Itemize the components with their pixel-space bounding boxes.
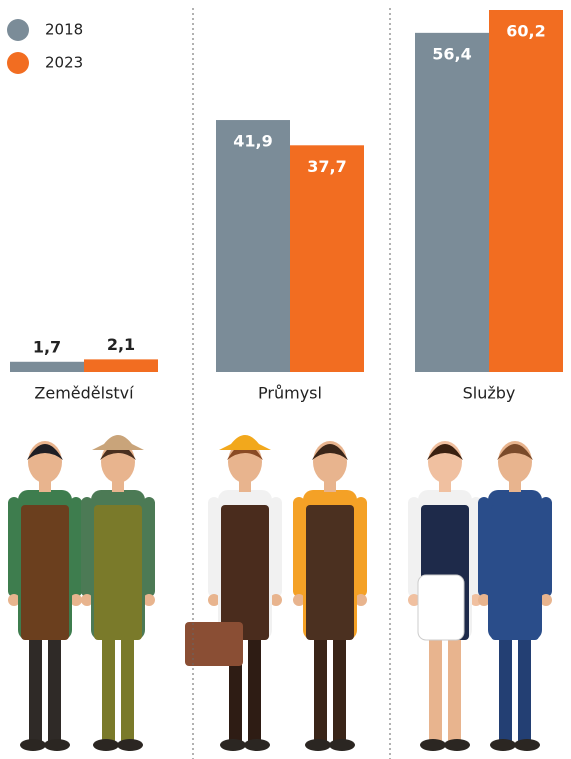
outfit [221,505,269,640]
hand [478,594,490,606]
value-label: 41,9 [233,132,272,151]
outfit [94,505,142,640]
shoe [490,739,516,751]
leg [429,630,442,742]
shoe [514,739,540,751]
shoe [93,739,119,751]
shoe [244,739,270,751]
leg [448,630,461,742]
value-label: 37,7 [307,157,346,176]
outfit [306,505,354,640]
leg [48,630,61,742]
leg [29,630,42,742]
leg [333,630,346,742]
leg [102,630,115,742]
arm [208,497,220,597]
shoe [20,739,46,751]
arm [81,497,93,597]
x-tick-label: Průmysl [258,384,322,403]
bar [10,361,84,372]
arm [408,497,420,597]
shoe [220,739,246,751]
illustrations [8,435,552,751]
hat [92,435,144,450]
hand [270,594,282,606]
leg [314,630,327,742]
arm [355,497,367,597]
hand [208,594,220,606]
bar [216,120,290,373]
hair [497,444,533,460]
arm [478,497,490,597]
hand [293,594,305,606]
legend-swatch [7,19,29,41]
hand [408,594,420,606]
value-label: 2,1 [107,335,135,354]
leg [499,630,512,742]
bar [489,10,563,372]
hand [355,594,367,606]
bar [84,359,158,372]
hair [27,444,63,460]
outfit [21,505,69,640]
leg [121,630,134,742]
briefcase [185,622,243,666]
hair [427,444,463,460]
shoe [305,739,331,751]
legend-swatch [7,52,29,74]
bar [415,32,489,373]
arm [270,497,282,597]
bar [290,145,364,372]
shoe [329,739,355,751]
arm [70,497,82,597]
arm [540,497,552,597]
hand [143,594,155,606]
apron [417,574,465,641]
hair [312,444,348,460]
outfit [491,505,539,640]
hand [81,594,93,606]
shoe [444,739,470,751]
arm [143,497,155,597]
value-label: 56,4 [432,44,471,63]
value-label: 1,7 [33,337,61,356]
shoe [420,739,446,751]
x-tick-label: Služby [463,384,516,403]
arm [8,497,20,597]
leg [518,630,531,742]
legend-label: 2023 [45,54,83,72]
arm [293,497,305,597]
hand [8,594,20,606]
hand [70,594,82,606]
x-tick-label: Zemědělství [34,384,134,403]
hand [540,594,552,606]
shoe [44,739,70,751]
shoe [117,739,143,751]
legend-label: 2018 [45,21,83,39]
hat [219,435,271,450]
leg [248,630,261,742]
value-label: 60,2 [506,22,545,41]
